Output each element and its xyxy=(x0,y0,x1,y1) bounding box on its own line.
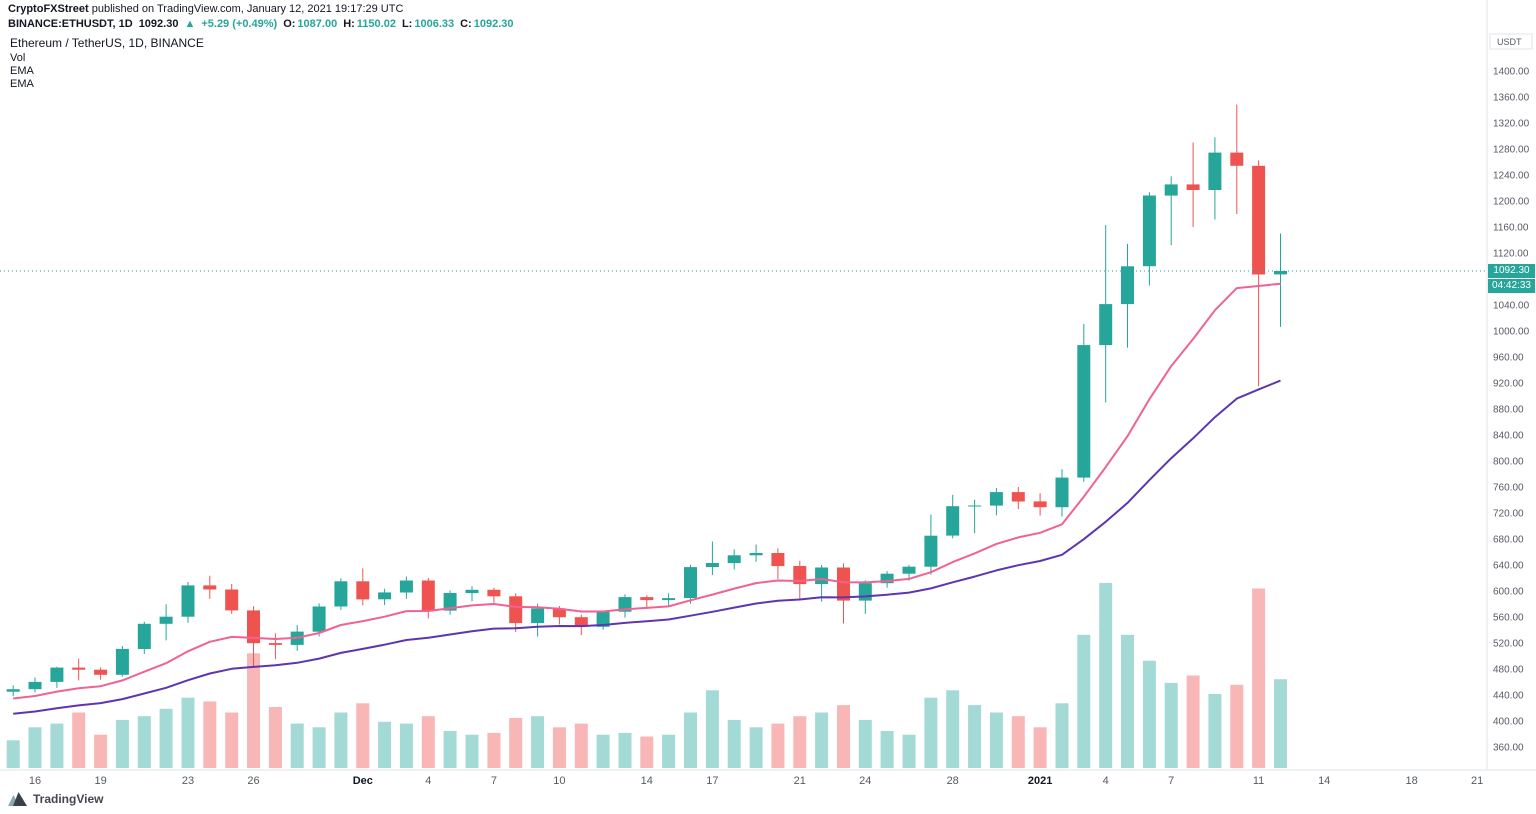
svg-text:480.00: 480.00 xyxy=(1493,665,1524,676)
tradingview-logo-text: TradingView xyxy=(33,792,104,806)
svg-text:14: 14 xyxy=(641,775,653,787)
svg-text:1280.00: 1280.00 xyxy=(1493,145,1530,156)
svg-text:880.00: 880.00 xyxy=(1493,405,1524,416)
svg-text:11: 11 xyxy=(1253,775,1264,787)
last-price: 1092.30 xyxy=(138,18,179,30)
svg-text:600.00: 600.00 xyxy=(1493,587,1524,598)
svg-text:4: 4 xyxy=(425,775,431,787)
svg-text:440.00: 440.00 xyxy=(1493,691,1524,702)
bar-close-countdown: 04:42:33 xyxy=(1488,279,1535,293)
legend-symbol-title[interactable]: Ethereum / TetherUS, 1D, BINANCE xyxy=(10,36,204,50)
legend-ema-slow-indicator[interactable]: EMA xyxy=(10,78,34,90)
symbol-line: BINANCE:ETHUSDT, 1D 1092.30 ▲ +5.29 (+0.… xyxy=(8,18,513,30)
change-arrow-icon: ▲ xyxy=(184,18,196,30)
svg-text:1200.00: 1200.00 xyxy=(1493,197,1530,208)
chart-legend: Ethereum / TetherUS, 1D, BINANCE Vol EMA… xyxy=(10,36,204,91)
high-value: H: 1150.02 xyxy=(343,18,396,30)
change-value: +5.29 (+0.49%) xyxy=(201,18,278,30)
svg-text:2021: 2021 xyxy=(1028,775,1052,787)
svg-text:1400.00: 1400.00 xyxy=(1493,67,1530,78)
tradingview-attribution[interactable]: TradingView xyxy=(8,792,103,806)
ema-fast-line xyxy=(13,282,1281,700)
ema-slow-line xyxy=(13,379,1281,715)
svg-text:560.00: 560.00 xyxy=(1493,613,1524,624)
svg-text:760.00: 760.00 xyxy=(1493,483,1524,494)
svg-text:680.00: 680.00 xyxy=(1493,535,1524,546)
svg-text:Dec: Dec xyxy=(353,775,373,787)
svg-text:24: 24 xyxy=(859,775,871,787)
svg-text:21: 21 xyxy=(794,775,806,787)
svg-text:1040.00: 1040.00 xyxy=(1493,301,1530,312)
svg-text:720.00: 720.00 xyxy=(1493,509,1524,520)
svg-text:19: 19 xyxy=(94,775,106,787)
svg-text:640.00: 640.00 xyxy=(1493,561,1524,572)
svg-text:1160.00: 1160.00 xyxy=(1493,223,1529,234)
svg-text:840.00: 840.00 xyxy=(1493,431,1524,442)
svg-text:18: 18 xyxy=(1405,775,1417,787)
legend-volume-indicator[interactable]: Vol xyxy=(10,52,26,64)
svg-text:16: 16 xyxy=(29,775,41,787)
low-value: L: 1006.33 xyxy=(401,18,455,30)
svg-text:17: 17 xyxy=(706,775,718,787)
svg-text:1000.00: 1000.00 xyxy=(1493,327,1530,338)
svg-text:14: 14 xyxy=(1318,775,1330,787)
svg-text:10: 10 xyxy=(553,775,565,787)
svg-text:28: 28 xyxy=(947,775,959,787)
svg-text:26: 26 xyxy=(247,775,259,787)
tradingview-logo-icon xyxy=(8,792,27,806)
svg-text:920.00: 920.00 xyxy=(1493,379,1524,390)
svg-text:1240.00: 1240.00 xyxy=(1493,171,1530,182)
price-axis[interactable]: 360.00 400.00 440.00 480.00 520.00 560.00 600.… xyxy=(1486,0,1533,770)
svg-text:4: 4 xyxy=(1103,775,1109,787)
volume-layer xyxy=(6,583,1287,769)
publisher-name: CryptoFXStreet xyxy=(8,3,89,15)
svg-text:23: 23 xyxy=(182,775,194,787)
symbol-label[interactable]: BINANCE:ETHUSDT, 1D xyxy=(8,18,133,30)
svg-text:400.00: 400.00 xyxy=(1493,717,1524,728)
time-axis[interactable]: 16 19 23 26 Dec 4 7 10 14 17 21 24 28 2021 4 7 11 14 18 21 xyxy=(0,769,1536,787)
close-value: C: 1092.30 xyxy=(460,18,514,30)
legend-ema-fast-indicator[interactable]: EMA xyxy=(10,65,34,77)
svg-text:960.00: 960.00 xyxy=(1493,353,1524,364)
svg-text:800.00: 800.00 xyxy=(1493,457,1524,468)
publish-line: CryptoFXStreet published on TradingView.… xyxy=(8,3,513,15)
svg-text:7: 7 xyxy=(491,775,497,787)
chart-header: CryptoFXStreet published on TradingView.… xyxy=(8,3,513,30)
current-price-label: 1092.30 xyxy=(1488,264,1535,278)
svg-text:1120.00: 1120.00 xyxy=(1493,249,1529,260)
open-value: O: 1087.00 xyxy=(283,18,338,30)
svg-text:520.00: 520.00 xyxy=(1493,639,1524,650)
svg-text:1360.00: 1360.00 xyxy=(1493,93,1530,104)
svg-text:USDT: USDT xyxy=(1497,37,1522,47)
svg-text:21: 21 xyxy=(1471,775,1483,787)
svg-text:1320.00: 1320.00 xyxy=(1493,119,1530,130)
svg-text:360.00: 360.00 xyxy=(1493,743,1524,754)
svg-text:7: 7 xyxy=(1168,775,1174,787)
publish-info: published on TradingView.com, January 12… xyxy=(88,3,404,15)
